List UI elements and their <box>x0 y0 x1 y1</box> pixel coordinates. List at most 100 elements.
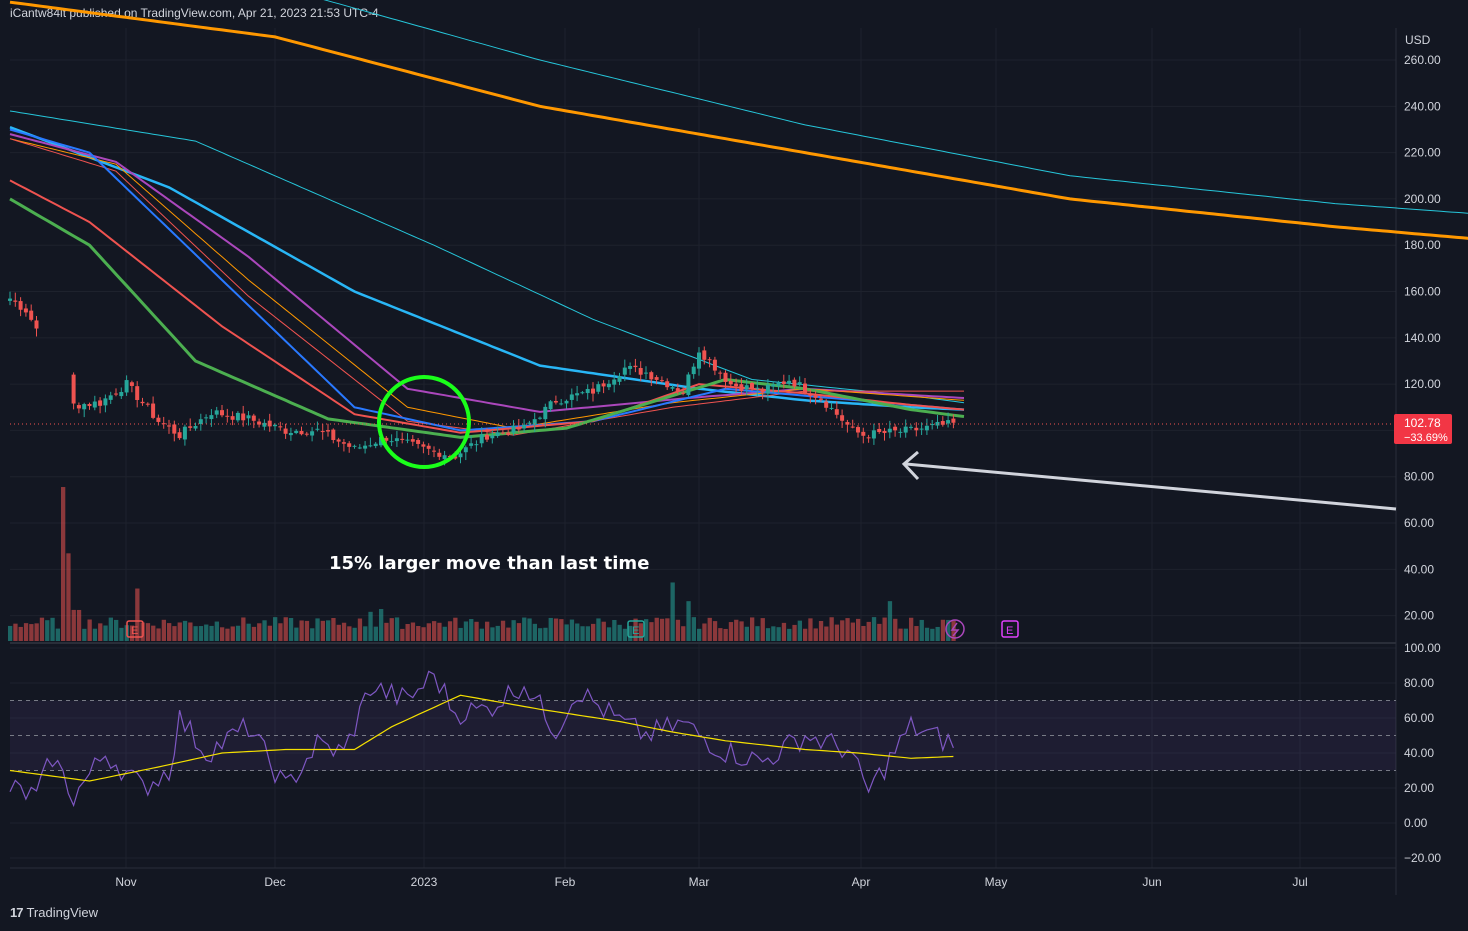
candle-body <box>787 380 792 384</box>
volume-bar <box>776 627 781 641</box>
volume-bar <box>633 618 638 641</box>
volume-bar <box>114 619 119 641</box>
volume-bar <box>755 626 760 641</box>
candle-body <box>198 419 203 425</box>
volume-bar <box>347 626 352 641</box>
volume-bar <box>204 624 209 641</box>
candle-body <box>591 388 595 394</box>
candle-body <box>877 428 882 433</box>
volume-bar <box>39 617 45 641</box>
volume-bar <box>437 622 442 641</box>
volume-bar <box>898 628 903 641</box>
moving-average-line <box>9 128 965 432</box>
earnings-marker[interactable]: E <box>126 620 144 638</box>
candle-body <box>225 415 230 417</box>
annotation-text: 15% larger move than last time <box>329 553 649 574</box>
volume-bar <box>887 601 893 641</box>
volume-bar <box>447 621 453 641</box>
lightning-icon[interactable] <box>945 619 965 639</box>
candle-body <box>601 383 606 387</box>
candle-body <box>506 432 511 435</box>
candle-body <box>331 429 336 440</box>
candle-body <box>628 366 633 369</box>
volume-bar <box>55 628 60 641</box>
price-axis[interactable]: 260.00 240.00 220.00 200.00 180.00 160.00 140.… <box>1404 53 1441 865</box>
volume-bar <box>220 627 225 641</box>
candle-body <box>326 430 330 432</box>
candle-body <box>34 320 39 329</box>
volume-bar <box>426 623 431 641</box>
volume-bar <box>739 621 744 641</box>
volume-bar <box>129 625 135 641</box>
earnings-marker[interactable]: E <box>1001 620 1019 638</box>
volume-bar <box>474 621 479 641</box>
volume-bar <box>389 618 394 641</box>
volume-bar <box>871 617 877 641</box>
candle-body <box>363 445 368 449</box>
candle-body <box>315 428 320 430</box>
volume-bar <box>490 627 495 641</box>
volume-bar <box>156 628 161 641</box>
candle-body <box>813 395 818 398</box>
rsi-tick-label: 20.00 <box>1404 781 1434 795</box>
volume-bar <box>341 622 347 641</box>
candle-body <box>490 435 495 439</box>
brand-name: TradingView <box>26 905 99 920</box>
volume-bar <box>877 623 882 641</box>
time-axis[interactable]: Nov Dec 2023 Feb Mar Apr May Jun Jul <box>115 875 1307 889</box>
candle-body <box>278 426 283 428</box>
candle-body <box>723 372 728 382</box>
time-tick-label: Mar <box>689 875 710 889</box>
candle-body <box>405 439 410 441</box>
volume-bar <box>824 626 829 641</box>
volume-bar <box>357 618 363 641</box>
volume-bar <box>310 628 315 641</box>
candle-body <box>771 384 776 387</box>
volume-bar <box>368 611 373 641</box>
rsi-tick-label: 80.00 <box>1404 676 1434 690</box>
last-price-value: 102.78 <box>1404 416 1441 430</box>
volume-bar <box>553 618 559 641</box>
candle-body <box>808 393 813 396</box>
volume-bar <box>283 617 288 641</box>
candle-body <box>638 368 643 375</box>
volume-bar <box>924 627 930 641</box>
currency-label: USD <box>1405 33 1431 47</box>
volume-bar <box>209 625 214 641</box>
candle-body <box>580 392 585 394</box>
candle-body <box>755 387 760 389</box>
volume-bar <box>861 625 866 641</box>
price-tick-label: 60.00 <box>1404 516 1434 530</box>
volume-bar <box>66 553 71 641</box>
tradingview-footer[interactable]: 17 TradingView <box>10 905 98 920</box>
candle-body <box>659 380 664 382</box>
time-tick-label: Feb <box>555 875 576 889</box>
volume-bar <box>193 626 198 641</box>
candle-body <box>840 415 845 421</box>
candle-body <box>681 392 686 394</box>
volume-bar <box>882 617 887 641</box>
candle-body <box>341 442 346 444</box>
volume-bar <box>442 626 447 641</box>
volume-bar <box>71 609 76 641</box>
candle-body <box>320 431 325 433</box>
candle-body <box>914 427 919 431</box>
volume-bar <box>251 626 257 641</box>
volume-bar <box>151 625 156 641</box>
earnings-marker[interactable]: E <box>627 620 645 638</box>
volume-bar <box>331 618 336 641</box>
volume-bar <box>410 622 416 641</box>
candle-body <box>622 367 627 375</box>
candle-body <box>379 437 383 446</box>
candle-body <box>357 447 362 449</box>
volume-bar <box>103 625 108 641</box>
volume-bar <box>379 609 384 641</box>
volume-bar <box>336 624 341 641</box>
candle-body <box>824 401 829 408</box>
candle-body <box>575 393 580 396</box>
candle-body <box>500 432 505 434</box>
time-tick-label: May <box>985 875 1008 889</box>
candle-body <box>829 407 834 409</box>
candle-body <box>543 406 548 420</box>
